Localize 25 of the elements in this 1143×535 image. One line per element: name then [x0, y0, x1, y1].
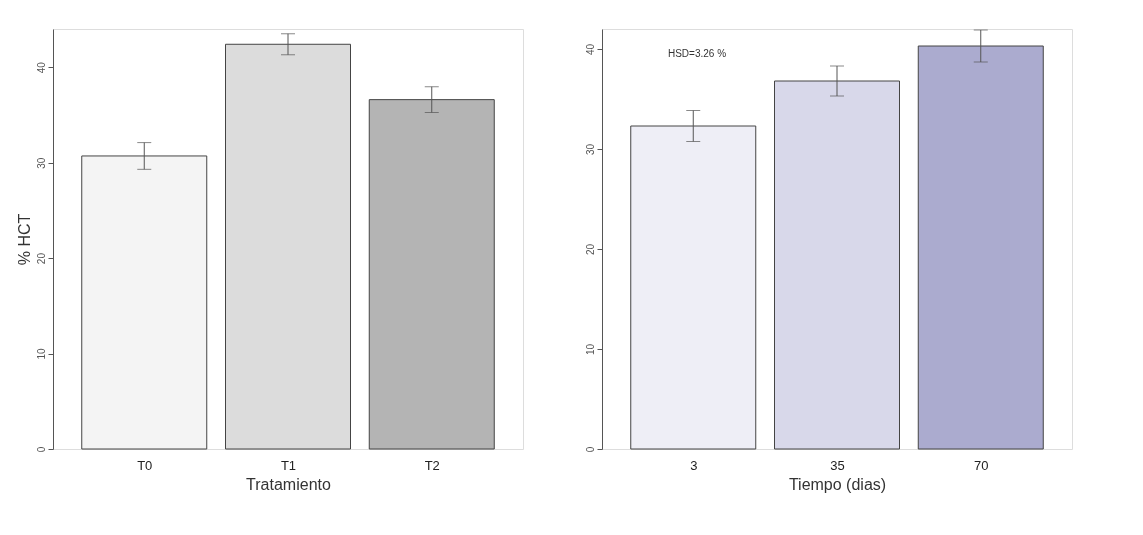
y-tick-label: 40	[584, 43, 596, 56]
y-tick-label: 0	[584, 446, 596, 453]
y-tick-label: 10	[35, 348, 47, 360]
x-tick-label: 3	[690, 457, 698, 473]
x-tick-label: T1	[280, 457, 297, 473]
bar	[774, 80, 900, 450]
y-tick-label: 10	[584, 343, 596, 356]
bar	[81, 155, 208, 450]
x-axis-title: Tiempo (dias)	[788, 475, 887, 493]
bar	[917, 45, 1044, 450]
x-tick-label: T0	[137, 457, 153, 473]
y-tick-label: 30	[584, 143, 596, 156]
y-tick-label: 30	[35, 157, 47, 169]
x-tick-label: T2	[424, 457, 440, 473]
x-tick-label: 35	[830, 457, 845, 473]
y-tick-label: 0	[35, 446, 47, 453]
y-axis-title: % HCT	[15, 213, 33, 266]
x-axis-title: Tratamiento	[246, 475, 331, 493]
y-tick-label: 20	[584, 243, 596, 256]
y-tick-label: 40	[35, 61, 47, 74]
bar	[368, 99, 495, 450]
x-tick-label: 70	[974, 457, 989, 473]
y-tick-label: 20	[35, 252, 47, 265]
bar	[630, 125, 757, 450]
annotation: HSD=3.26 %	[667, 48, 727, 59]
